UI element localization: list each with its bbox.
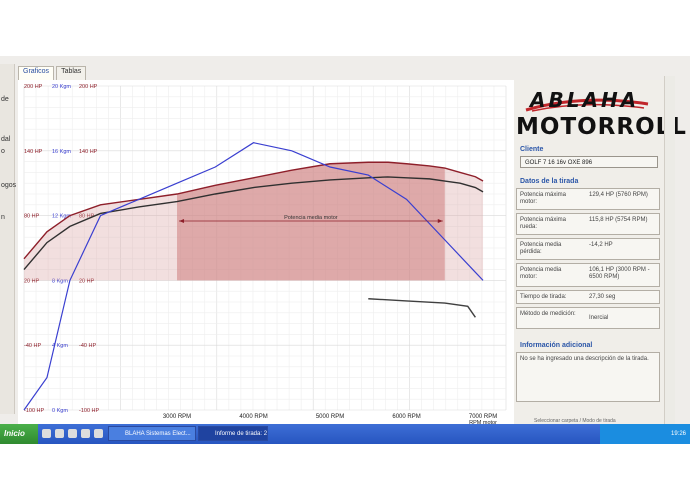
data-row-label: Potencia media motor: xyxy=(520,267,578,281)
extra-info-title: Información adicional xyxy=(520,342,592,349)
brand-logo: ABLAHA MOTORROLL xyxy=(516,84,660,144)
quick-launch-icon[interactable] xyxy=(94,429,103,438)
data-row-value: 27,30 seg xyxy=(589,294,657,301)
x-tick-label: 4000 RPM xyxy=(239,414,267,420)
y-tick-label: 140 HP xyxy=(79,149,98,155)
data-row-value: -14,2 HP xyxy=(589,242,657,249)
y-tick-label: -100 HP xyxy=(24,408,45,414)
quick-launch-icon[interactable] xyxy=(55,429,64,438)
taskbar-item-report[interactable]: Informe de tirada: 23... xyxy=(198,426,268,441)
left-strip-text: o xyxy=(1,148,5,155)
logo-top-text: ABLAHA xyxy=(530,88,639,112)
system-tray: 19:26 xyxy=(600,424,690,444)
x-tick-label: 5000 RPM xyxy=(316,414,344,420)
y-tick-label: 200 HP xyxy=(79,84,98,90)
data-row-value: 129,4 HP (5760 RPM) xyxy=(589,192,657,199)
tab-tablas[interactable]: Tablas xyxy=(56,66,86,80)
data-row-label: Potencia media pérdida: xyxy=(520,242,578,256)
data-row-value: 115,8 HP (5754 RPM) xyxy=(589,217,657,224)
left-strip-text: de xyxy=(1,96,9,103)
data-row-label: Método de medición: xyxy=(520,311,578,318)
view-tabs: Graficos Tablas xyxy=(18,66,86,80)
logo-main-text: MOTORROLL xyxy=(516,114,687,140)
y-tick-label: -40 HP xyxy=(24,343,41,349)
report-panel: ABLAHA MOTORROLL Cliente GOLF 7 16 16v O… xyxy=(514,80,664,428)
quick-launch-icon[interactable] xyxy=(68,429,77,438)
quick-launch xyxy=(42,429,103,438)
client-field: GOLF 7 16 16v OXE 896 xyxy=(520,156,658,168)
clock: 19:26 xyxy=(671,431,686,437)
y-tick-label: 140 HP xyxy=(24,149,43,155)
y-tick-label: 80 HP xyxy=(24,214,40,220)
desktop-screen: de dal o ogos n Graficos Tablas 200 HP 14… xyxy=(0,56,690,444)
annotation-label: Potencia media motor xyxy=(284,215,338,221)
taskbar-item-blaha[interactable]: BLAHA Sistemas Elect... xyxy=(108,426,196,441)
data-row: Potencia media pérdida: -14,2 HP xyxy=(516,238,660,260)
window-scrollbar[interactable] xyxy=(664,76,675,428)
data-row-value: 106,1 HP (3000 RPM - 6500 RPM) xyxy=(589,267,657,281)
data-row: Potencia máxima rueda: 115,8 HP (5754 RP… xyxy=(516,213,660,235)
extra-info-box[interactable]: No se ha ingresado una descripción de la… xyxy=(516,352,660,402)
y-tick-label: 16 Kgm xyxy=(52,149,71,155)
data-row: Potencia media motor: 106,1 HP (3000 RPM… xyxy=(516,263,660,287)
y-tick-label: -40 HP xyxy=(79,343,96,349)
left-side-panel: de dal o ogos n xyxy=(0,64,15,414)
data-row-label: Potencia máxima motor: xyxy=(520,192,578,206)
dyno-chart: 200 HP 140 HP 80 HP 20 HP -40 HP -100 HP 20 Kg… xyxy=(18,80,514,424)
taskbar: Inicio BLAHA Sistemas Elect... Informe d… xyxy=(0,424,690,444)
data-row: Método de medición: Inercial xyxy=(516,307,660,329)
y-tick-label: 200 HP xyxy=(24,84,43,90)
y-tick-label: -100 HP xyxy=(79,408,100,414)
data-row-label: Potencia máxima rueda: xyxy=(520,217,578,231)
run-data-title: Datos de la tirada xyxy=(520,178,578,185)
data-row: Potencia máxima motor: 129,4 HP (5760 RP… xyxy=(516,188,660,210)
data-row-value: Inercial xyxy=(589,315,657,322)
left-strip-text: n xyxy=(1,214,5,221)
y-tick-label: 20 Kgm xyxy=(52,84,71,90)
tab-graficos[interactable]: Graficos xyxy=(18,66,54,80)
data-row-label: Tiempo de tirada: xyxy=(520,294,590,301)
y-tick-label: 0 Kgm xyxy=(52,408,68,414)
client-title: Cliente xyxy=(520,146,543,153)
data-row: Tiempo de tirada: 27,30 seg xyxy=(516,290,660,304)
left-strip-text: dal xyxy=(1,136,10,143)
quick-launch-icon[interactable] xyxy=(42,429,51,438)
left-strip-text: ogos xyxy=(1,182,16,189)
x-tick-label: 3000 RPM xyxy=(163,414,191,420)
x-tick-label: 6000 RPM xyxy=(392,414,420,420)
quick-launch-icon[interactable] xyxy=(81,429,90,438)
start-button[interactable]: Inicio xyxy=(0,424,38,444)
